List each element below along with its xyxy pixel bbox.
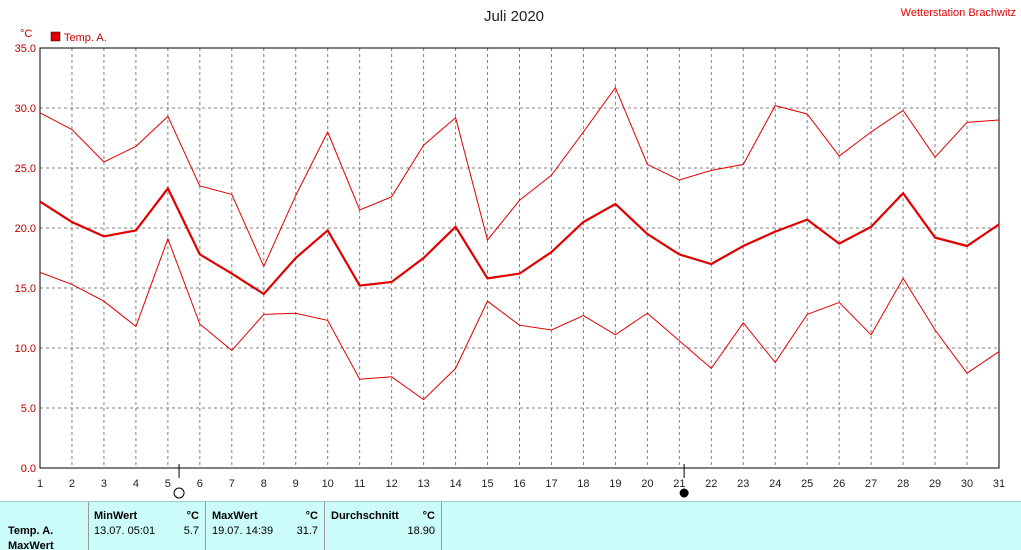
x-tick-label: 28 <box>897 478 909 490</box>
chart-grid <box>40 48 999 468</box>
chart-title: Juli 2020 <box>484 8 544 25</box>
y-tick-label: 35.0 <box>15 43 36 55</box>
x-tick-label: 2 <box>69 478 75 490</box>
y-tick-label: 5.0 <box>21 403 36 415</box>
x-tick-label: 29 <box>929 478 941 490</box>
avg-value: 18.90 <box>407 525 435 537</box>
series-line-min <box>39 237 1000 401</box>
stats-max-column: MaxWert °C 19.07. 14:39 31.7 <box>206 502 325 550</box>
y-tick-label: 25.0 <box>15 163 36 175</box>
x-tick-label: 31 <box>993 478 1005 490</box>
x-tick-label: 23 <box>737 478 749 490</box>
x-tick-label: 15 <box>481 478 493 490</box>
max-datetime: 19.07. 14:39 <box>212 525 274 537</box>
legend-swatch <box>50 31 61 42</box>
x-tick-label: 14 <box>449 478 461 490</box>
x-tick-label: 17 <box>545 478 557 490</box>
x-tick-label: 30 <box>961 478 973 490</box>
y-tick-label: 0.0 <box>21 463 36 475</box>
y-tick-label: 10.0 <box>15 343 36 355</box>
min-unit: °C <box>186 510 199 522</box>
x-tick-label: 25 <box>801 478 813 490</box>
y-tick-label: 30.0 <box>15 103 36 115</box>
moon-phase-markers <box>173 464 689 499</box>
stats-label-column <box>0 502 89 550</box>
x-tick-label: 11 <box>354 478 365 490</box>
min-value: 5.7 <box>183 525 199 537</box>
x-tick-label: 27 <box>865 478 877 490</box>
x-tick-label: 20 <box>641 478 653 490</box>
min-header: MinWert <box>94 510 138 522</box>
x-axis-ticks: 1 2 3 4 5 6 7 8 9 10 11 12 13 14 15 16 17 18 19 20 21 22 23 24 2… <box>37 478 1005 490</box>
x-tick-label: 9 <box>293 478 299 490</box>
max-header: MaxWert <box>212 510 258 522</box>
stats-row-label: Temp. A. <box>8 525 54 537</box>
x-tick-label: 22 <box>705 478 717 490</box>
x-tick-label: 24 <box>769 478 781 490</box>
station-name: Wetterstation Brachwitz <box>901 7 1016 19</box>
x-tick-label: 7 <box>229 478 235 490</box>
stats-avg-column: Durchschnitt °C 18.90 <box>325 502 442 550</box>
temperature-chart: Juli 2020 Wetterstation Brachwitz °C Tem… <box>15 7 1016 499</box>
avg-unit: °C <box>422 510 435 522</box>
stats-min-column: MinWert °C 13.07. 05:01 5.7 <box>88 502 206 550</box>
y-unit-label: °C <box>20 28 32 40</box>
max-value: 31.7 <box>296 525 318 537</box>
stats-row-label-2: MaxWert <box>8 540 54 550</box>
chart-axes <box>39 47 1000 469</box>
y-axis-ticks: 0.0 5.0 10.0 15.0 20.0 25.0 30.0 35.0 <box>15 43 36 475</box>
x-tick-label: 26 <box>833 478 845 490</box>
series-line-max <box>39 86 1000 268</box>
x-tick-label: 5 <box>165 478 171 490</box>
x-tick-label: 16 <box>513 478 525 490</box>
x-tick-label: 10 <box>322 478 334 490</box>
max-unit: °C <box>305 510 318 522</box>
x-tick-label: 21 <box>673 478 685 490</box>
x-tick-label: 4 <box>133 478 139 490</box>
statistics-panel: Temp. A. MaxWert MinWert °C 13.07. 05:01… <box>0 501 1021 550</box>
x-tick-label: 13 <box>417 478 429 490</box>
x-tick-label: 3 <box>101 478 107 490</box>
circle-outline-icon <box>173 487 185 499</box>
x-tick-label: 6 <box>197 478 203 490</box>
x-tick-label: 8 <box>261 478 267 490</box>
min-datetime: 13.07. 05:01 <box>94 525 156 537</box>
series-line-mean <box>39 186 1000 296</box>
circle-filled-icon <box>679 488 689 498</box>
y-tick-label: 20.0 <box>15 223 36 235</box>
x-tick-label: 19 <box>609 478 621 490</box>
y-tick-label: 15.0 <box>15 283 36 295</box>
plot-frame <box>39 47 1000 469</box>
avg-header: Durchschnitt <box>331 510 399 522</box>
x-tick-label: 12 <box>386 478 398 490</box>
x-tick-label: 18 <box>577 478 589 490</box>
x-tick-label: 1 <box>37 478 43 490</box>
chart-series <box>39 86 1000 401</box>
legend-label: Temp. A. <box>64 32 107 44</box>
